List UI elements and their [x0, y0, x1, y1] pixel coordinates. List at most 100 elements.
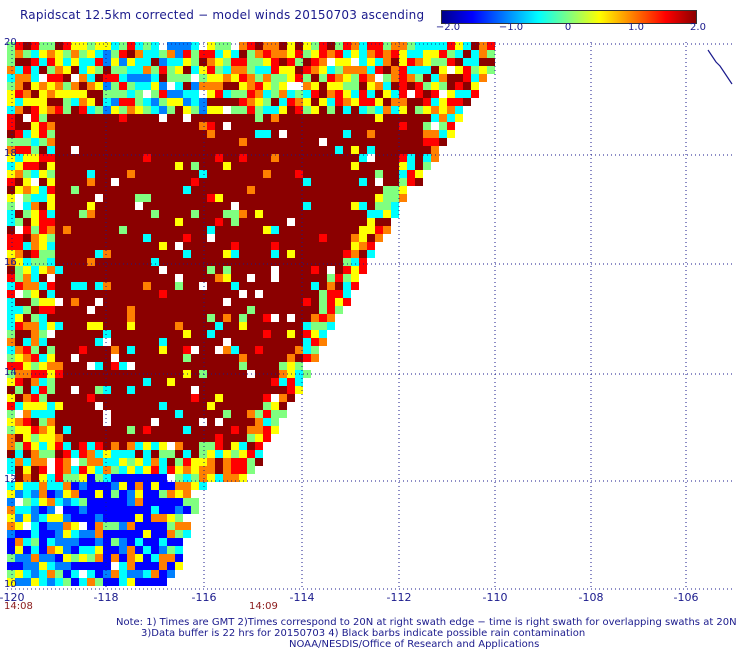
swath-cell [87, 266, 95, 274]
swath-cell [311, 218, 319, 226]
swath-cell [175, 130, 183, 138]
swath-cell [143, 258, 151, 266]
swath-cell [71, 186, 79, 194]
swath-cell [439, 74, 447, 82]
swath-cell [47, 362, 55, 370]
swath-cell [327, 194, 335, 202]
swath-cell [79, 546, 87, 554]
swath-cell [199, 186, 207, 194]
swath-cell [95, 442, 103, 450]
swath-cell [47, 538, 55, 546]
swath-cell [255, 394, 263, 402]
swath-cell [343, 122, 351, 130]
swath-cell [303, 178, 311, 186]
swath-cell [303, 330, 311, 338]
swath-cell [231, 234, 239, 242]
swath-cell [215, 66, 223, 74]
swath-cell [87, 50, 95, 58]
lat-label-12: 12 [4, 474, 17, 485]
swath-cell [151, 346, 159, 354]
swath-cell [223, 394, 231, 402]
swath-cell [239, 330, 247, 338]
swath-cell [167, 434, 175, 442]
swath-cell [111, 546, 119, 554]
swath-cell [247, 466, 255, 474]
swath-cell [223, 210, 231, 218]
swath-cell [335, 274, 343, 282]
swath-cell [215, 130, 223, 138]
swath-cell [343, 50, 351, 58]
swath-cell [159, 90, 167, 98]
swath-cell [255, 450, 263, 458]
swath-cell [375, 90, 383, 98]
swath-cell [151, 146, 159, 154]
swath-cell [239, 162, 247, 170]
swath-cell [103, 346, 111, 354]
swath-cell [7, 330, 15, 338]
swath-cell [263, 178, 271, 186]
swath-cell [63, 562, 71, 570]
swath-cell [47, 562, 55, 570]
swath-cell [367, 66, 375, 74]
swath-cell [127, 178, 135, 186]
swath-cell [391, 74, 399, 82]
swath-cell [215, 258, 223, 266]
swath-cell [247, 42, 255, 50]
swath-cell [79, 402, 87, 410]
swath-cell [447, 74, 455, 82]
swath-cell [39, 506, 47, 514]
swath-cell [159, 122, 167, 130]
swath-cell [87, 122, 95, 130]
swath-cell [111, 322, 119, 330]
swath-cell [295, 106, 303, 114]
swath-cell [407, 122, 415, 130]
swath-cell [303, 74, 311, 82]
swath-cell [391, 162, 399, 170]
swath-cell [311, 322, 319, 330]
swath-cell [327, 50, 335, 58]
swath-cell [143, 250, 151, 258]
swath-cell [159, 562, 167, 570]
swath-cell [247, 114, 255, 122]
swath-cell [143, 490, 151, 498]
swath-cell [135, 146, 143, 154]
swath-cell [71, 442, 79, 450]
swath-cell [263, 386, 271, 394]
swath-cell [79, 194, 87, 202]
swath-cell [263, 314, 271, 322]
swath-cell [215, 178, 223, 186]
swath-cell [151, 258, 159, 266]
swath-cell [319, 234, 327, 242]
swath-cell [159, 434, 167, 442]
swath-cell [383, 90, 391, 98]
swath-cell [343, 98, 351, 106]
swath-cell [271, 354, 279, 362]
swath-cell [303, 146, 311, 154]
swath-cell [135, 330, 143, 338]
swath-cell [135, 258, 143, 266]
swath-cell [71, 58, 79, 66]
swath-cell [271, 66, 279, 74]
swath-cell [311, 338, 319, 346]
swath-cell [47, 402, 55, 410]
swath-cell [215, 338, 223, 346]
swath-cell [111, 66, 119, 74]
swath-cell [463, 66, 471, 74]
swath-cell [375, 98, 383, 106]
swath-cell [391, 146, 399, 154]
swath-cell [159, 418, 167, 426]
swath-cell [135, 250, 143, 258]
swath-cell [367, 114, 375, 122]
swath-cell [7, 410, 15, 418]
swath-cell [143, 426, 151, 434]
swath-cell [327, 82, 335, 90]
swath-cell [367, 218, 375, 226]
swath-cell [335, 98, 343, 106]
swath-cell [327, 298, 335, 306]
swath-cell [239, 178, 247, 186]
swath-cell [87, 154, 95, 162]
coastline [707, 49, 733, 85]
swath-cell [375, 170, 383, 178]
time-label-start: 14:08 [4, 601, 33, 612]
swath-cell [143, 226, 151, 234]
